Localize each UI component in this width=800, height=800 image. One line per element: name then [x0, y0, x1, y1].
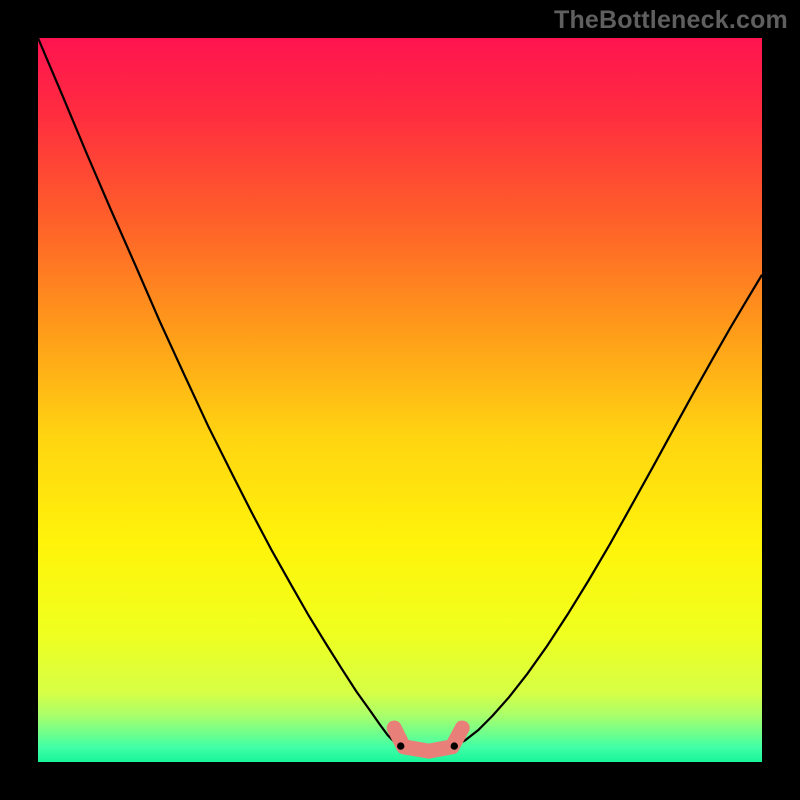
watermark-text: TheBottleneck.com	[554, 6, 788, 35]
gradient-background	[38, 38, 762, 762]
plot-area	[38, 38, 762, 762]
chart-container: TheBottleneck.com	[0, 0, 800, 800]
chart-svg	[38, 38, 762, 762]
